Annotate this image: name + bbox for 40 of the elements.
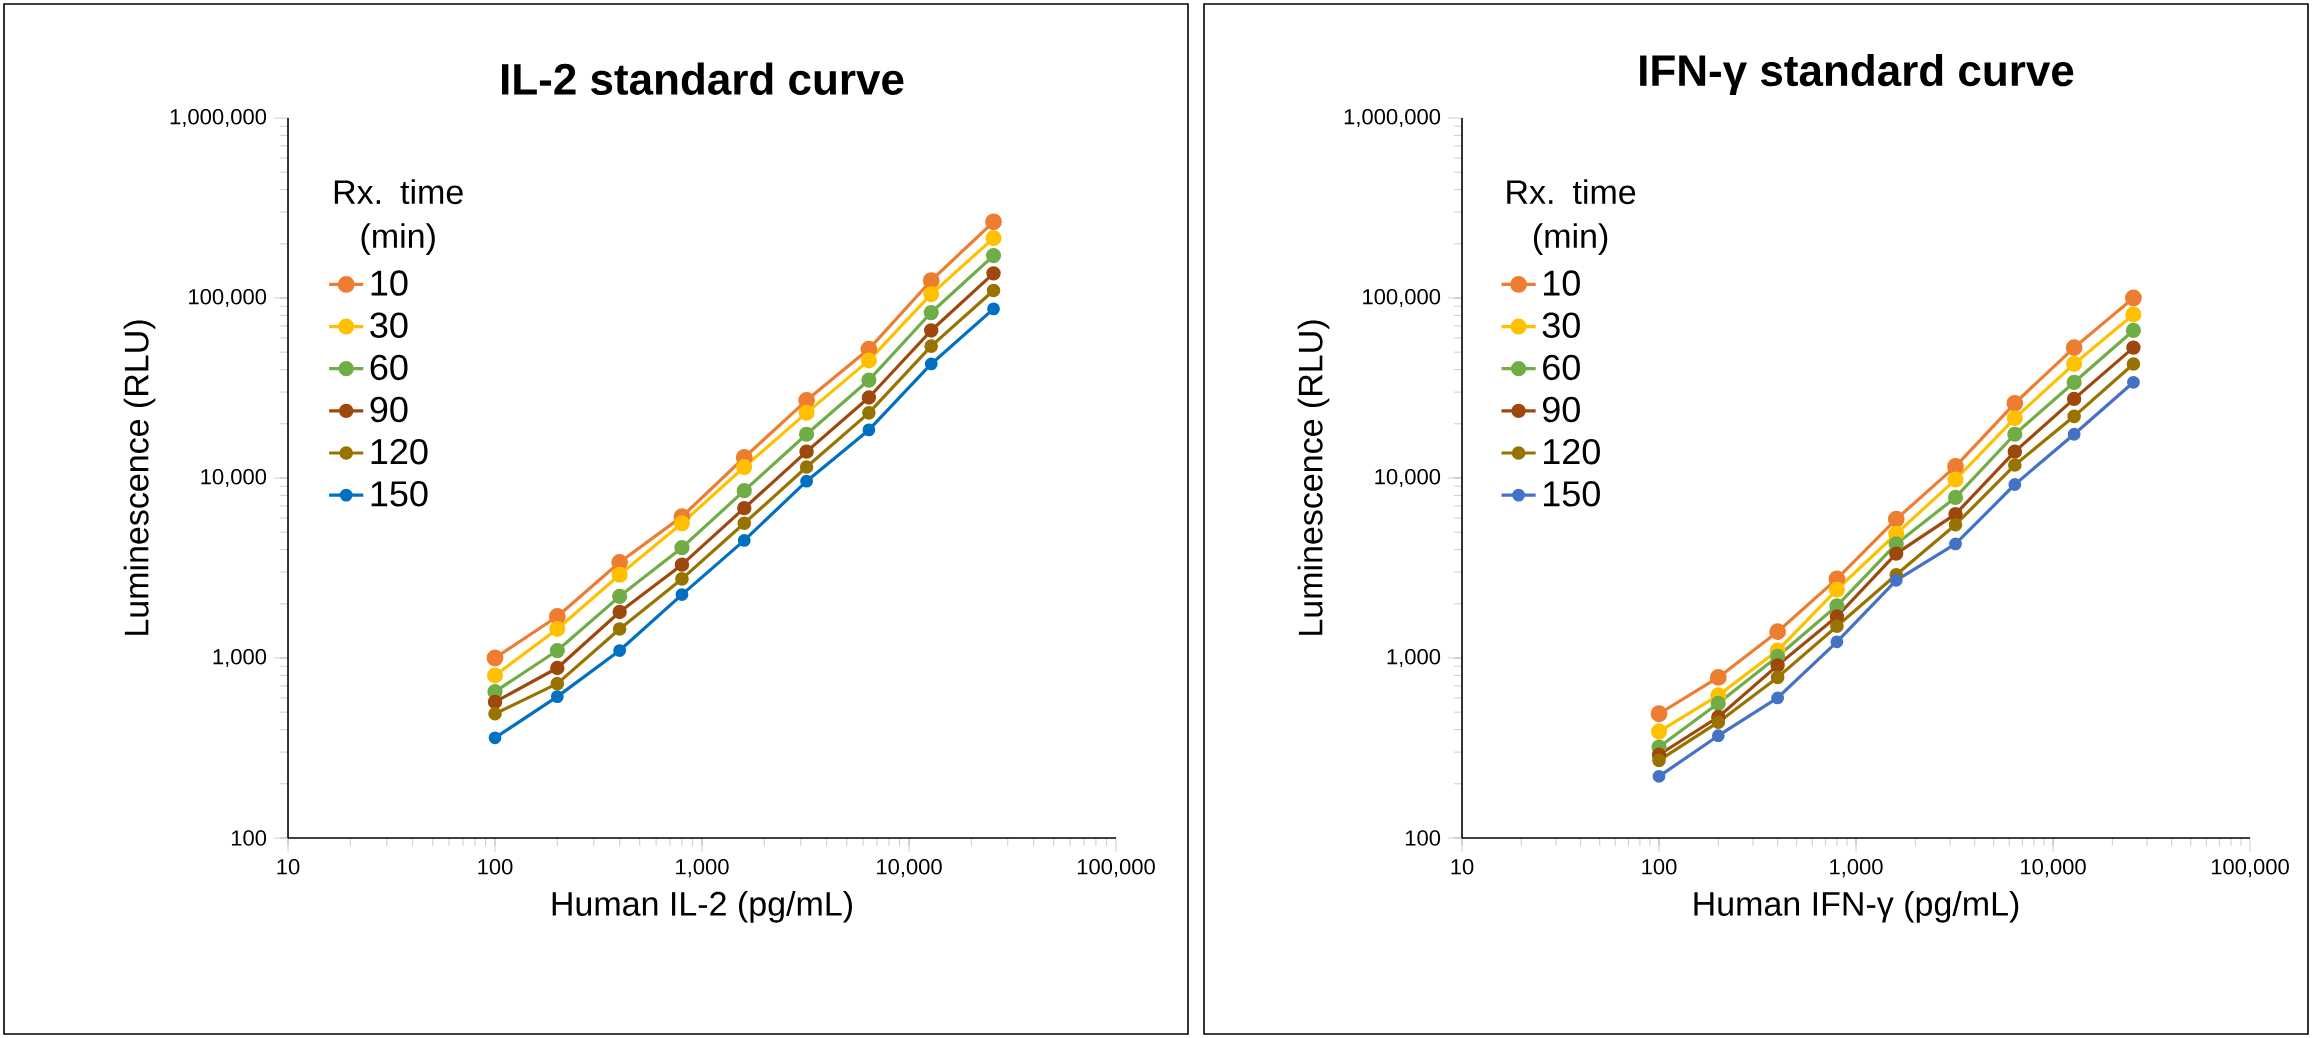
x-tick-label: 1,000	[676, 859, 729, 878]
y-tick-label: 1,000,000	[1344, 108, 1441, 128]
x-tick-label: 10	[277, 859, 300, 875]
x-axis-title: Human IFN-γ (pg/mL)	[1694, 890, 2019, 923]
legend-label: 30	[370, 312, 408, 338]
y-tick-label: 100	[231, 830, 267, 846]
y-tick-label: 10,000	[201, 468, 267, 488]
chart-title: IFN-γ standard curve	[1640, 53, 2074, 95]
x-tick-label: 100,000	[2211, 859, 2289, 878]
legend-label: 120	[1544, 438, 1600, 465]
legend-label: 150	[371, 481, 428, 507]
x-tick-label: 10	[1451, 859, 1474, 875]
legend-label: 90	[370, 396, 408, 423]
legend-title: Rx. time (min)	[334, 179, 463, 255]
legend-label: 10	[371, 270, 408, 296]
x-tick-label: 100	[478, 859, 513, 875]
chart-title: IL-2 standard curve	[502, 62, 904, 95]
y-tick-label: 1,000	[213, 648, 267, 668]
x-tick-label: 10,000	[2021, 859, 2086, 878]
legend-label: 10	[1544, 270, 1580, 296]
legend-label: 30	[1542, 312, 1580, 338]
y-axis-title: Luminescence (RLU)	[123, 320, 156, 635]
legend-title: Rx. time (min)	[1507, 179, 1636, 255]
y-tick-label: 100,000	[189, 288, 267, 308]
y-axis-title: Luminescence (RLU)	[1297, 320, 1330, 635]
x-tick-label: 1,000	[1830, 859, 1883, 878]
legend-label: 90	[1542, 396, 1580, 423]
y-tick-label: 1,000,000	[170, 108, 267, 128]
legend-label: 60	[1543, 354, 1580, 381]
y-tick-label: 100	[1405, 830, 1441, 846]
x-tick-label: 10,000	[877, 859, 942, 878]
y-tick-label: 100,000	[1363, 288, 1441, 308]
y-tick-label: 10,000	[1375, 468, 1441, 488]
y-tick-label: 1,000	[1387, 648, 1441, 668]
legend-label: 120	[371, 438, 428, 465]
legend-label: 60	[370, 354, 408, 381]
x-tick-label: 100	[1642, 859, 1677, 875]
x-tick-label: 100,000	[1077, 859, 1155, 878]
legend-label: 150	[1544, 481, 1600, 507]
x-axis-title: Human IL-2 (pg/mL)	[552, 890, 852, 923]
